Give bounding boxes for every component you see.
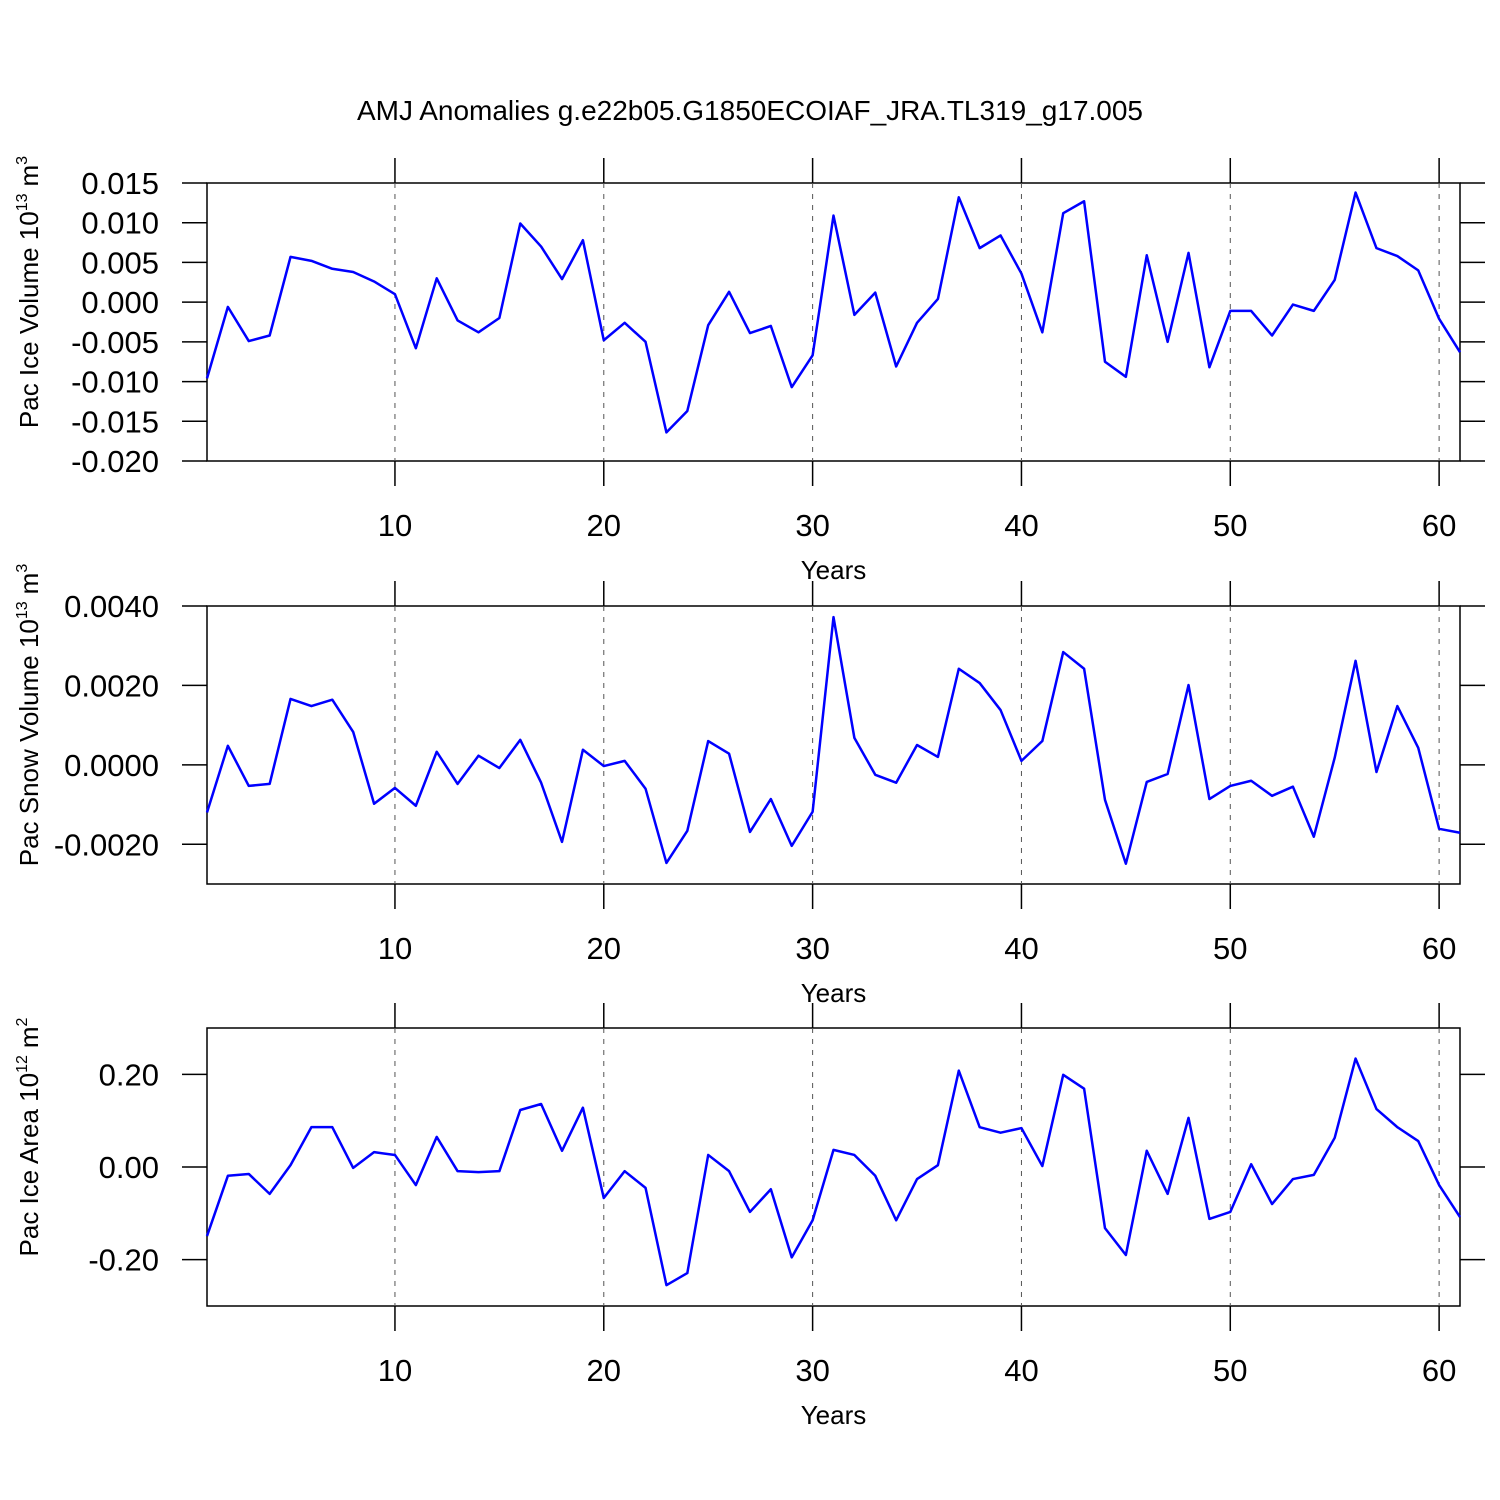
x-tick-label: 30	[795, 931, 829, 966]
y-tick-label: -0.010	[71, 365, 159, 400]
y-tick-label: -0.005	[71, 325, 159, 360]
y-axis-label: Pac Ice Volume 1013 m3	[14, 156, 44, 428]
plot-frame	[206, 1027, 1461, 1307]
x-axis-label: Years	[801, 1400, 867, 1430]
y-tick-label: 0.010	[81, 206, 159, 241]
data-line	[205, 1057, 1462, 1287]
y-axis-label-part: Pac Ice Area 10	[14, 1073, 44, 1257]
y-tick-label: 0.005	[81, 245, 159, 280]
figure-title: AMJ Anomalies g.e22b05.G1850ECOIAF_JRA.T…	[357, 95, 1143, 126]
x-tick-label: 40	[1004, 1353, 1038, 1388]
y-tick-label: 0.000	[81, 285, 159, 320]
y-axis-label-part: 2	[14, 1017, 31, 1026]
x-axis-label: Years	[801, 978, 867, 1008]
y-tick-label: -0.20	[88, 1243, 159, 1278]
x-tick-label: 50	[1213, 1353, 1247, 1388]
x-tick-label: 60	[1422, 508, 1456, 543]
x-tick-label: 10	[378, 1353, 412, 1388]
y-axis-label-part: m	[14, 165, 44, 187]
x-tick-label: 30	[795, 508, 829, 543]
x-tick-label: 40	[1004, 931, 1038, 966]
y-axis-label-part: Pac Snow Volume 10	[14, 619, 44, 866]
data-line	[205, 615, 1461, 865]
y-tick-label: -0.015	[71, 404, 159, 439]
y-axis-label-part: 13	[14, 601, 31, 619]
x-tick-label: 30	[795, 1353, 829, 1388]
y-tick-label: 0.00	[99, 1150, 159, 1185]
x-axis-label: Years	[801, 555, 867, 585]
y-axis-label-part: 3	[14, 156, 31, 165]
y-axis-label-part: m	[14, 573, 44, 595]
x-tick-label: 50	[1213, 931, 1247, 966]
y-axis-label-part: Pac Ice Volume 10	[14, 211, 44, 428]
data-line	[205, 191, 1462, 434]
y-axis-label-part: 3	[14, 564, 31, 573]
x-tick-label: 20	[587, 931, 621, 966]
y-axis-label-part: m	[14, 1026, 44, 1048]
y-axis-label-part: 12	[14, 1055, 31, 1073]
x-tick-label: 10	[378, 931, 412, 966]
y-axis-label: Pac Snow Volume 1013 m3	[14, 564, 44, 867]
y-tick-label: 0.015	[81, 166, 159, 201]
y-tick-label: 0.0040	[64, 589, 159, 624]
x-tick-label: 50	[1213, 508, 1247, 543]
y-tick-label: 0.0000	[64, 748, 159, 783]
y-tick-label: 0.20	[99, 1057, 159, 1092]
x-tick-label: 40	[1004, 508, 1038, 543]
x-tick-label: 20	[587, 508, 621, 543]
y-axis-label: Pac Ice Area 1012 m2	[14, 1017, 44, 1256]
plot-frame	[206, 605, 1461, 885]
plot-frame	[206, 182, 1461, 462]
x-tick-label: 10	[378, 508, 412, 543]
y-axis-label-part: 13	[14, 193, 31, 211]
y-tick-label: -0.0020	[54, 827, 159, 862]
x-tick-label: 20	[587, 1353, 621, 1388]
x-tick-label: 60	[1422, 1353, 1456, 1388]
y-tick-label: -0.020	[71, 444, 159, 479]
x-tick-label: 60	[1422, 931, 1456, 966]
y-tick-label: 0.0020	[64, 668, 159, 703]
